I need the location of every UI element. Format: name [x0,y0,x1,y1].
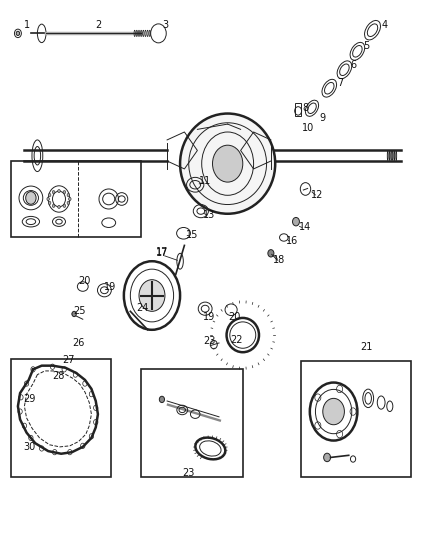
Text: 10: 10 [301,123,314,133]
Text: 26: 26 [72,338,85,348]
Text: 14: 14 [299,222,311,232]
Text: 19: 19 [104,281,116,292]
Text: 8: 8 [302,103,308,114]
Text: 15: 15 [186,230,198,240]
Text: 27: 27 [62,356,75,366]
Circle shape [159,396,165,402]
Text: 30: 30 [24,442,36,452]
Text: 17: 17 [156,248,168,259]
Circle shape [268,249,274,257]
Text: 7: 7 [337,78,343,88]
Circle shape [67,193,70,197]
Circle shape [26,191,36,204]
Text: 9: 9 [320,113,326,123]
Circle shape [63,204,66,207]
Text: 21: 21 [361,342,373,352]
Circle shape [52,204,55,207]
Text: 1: 1 [24,20,30,30]
Bar [11,359,111,478]
Text: 16: 16 [286,236,298,246]
Text: 2: 2 [95,20,101,30]
Circle shape [58,190,60,192]
Circle shape [63,191,66,193]
Bar [11,161,141,238]
Text: 6: 6 [350,60,356,70]
Text: 3: 3 [162,20,168,30]
Text: 18: 18 [272,255,285,265]
Bar [295,103,301,116]
Text: 17: 17 [156,247,168,257]
Text: 23: 23 [203,336,215,346]
Circle shape [48,193,51,197]
Text: 28: 28 [52,371,64,381]
Text: 20: 20 [228,312,240,321]
Text: 29: 29 [23,394,36,405]
Circle shape [16,31,20,36]
Circle shape [52,191,55,193]
Circle shape [58,205,60,208]
Circle shape [68,197,71,200]
Text: 24: 24 [136,303,148,313]
Text: 12: 12 [311,190,324,200]
Bar [301,361,411,478]
Text: 20: 20 [78,276,90,286]
Text: 25: 25 [74,306,86,316]
Text: 19: 19 [203,312,215,321]
Text: 5: 5 [363,41,369,51]
Circle shape [72,311,76,317]
Circle shape [293,217,300,226]
Circle shape [47,197,49,200]
Circle shape [324,453,331,462]
Text: 13: 13 [203,210,215,220]
Circle shape [48,201,51,205]
Circle shape [212,145,243,182]
Bar [141,369,243,478]
Text: 4: 4 [381,20,387,30]
Ellipse shape [180,114,275,214]
Text: 11: 11 [199,175,211,185]
Circle shape [139,280,165,311]
Circle shape [67,201,70,205]
Text: 22: 22 [230,335,243,345]
Circle shape [323,398,344,425]
Text: 23: 23 [183,469,195,478]
